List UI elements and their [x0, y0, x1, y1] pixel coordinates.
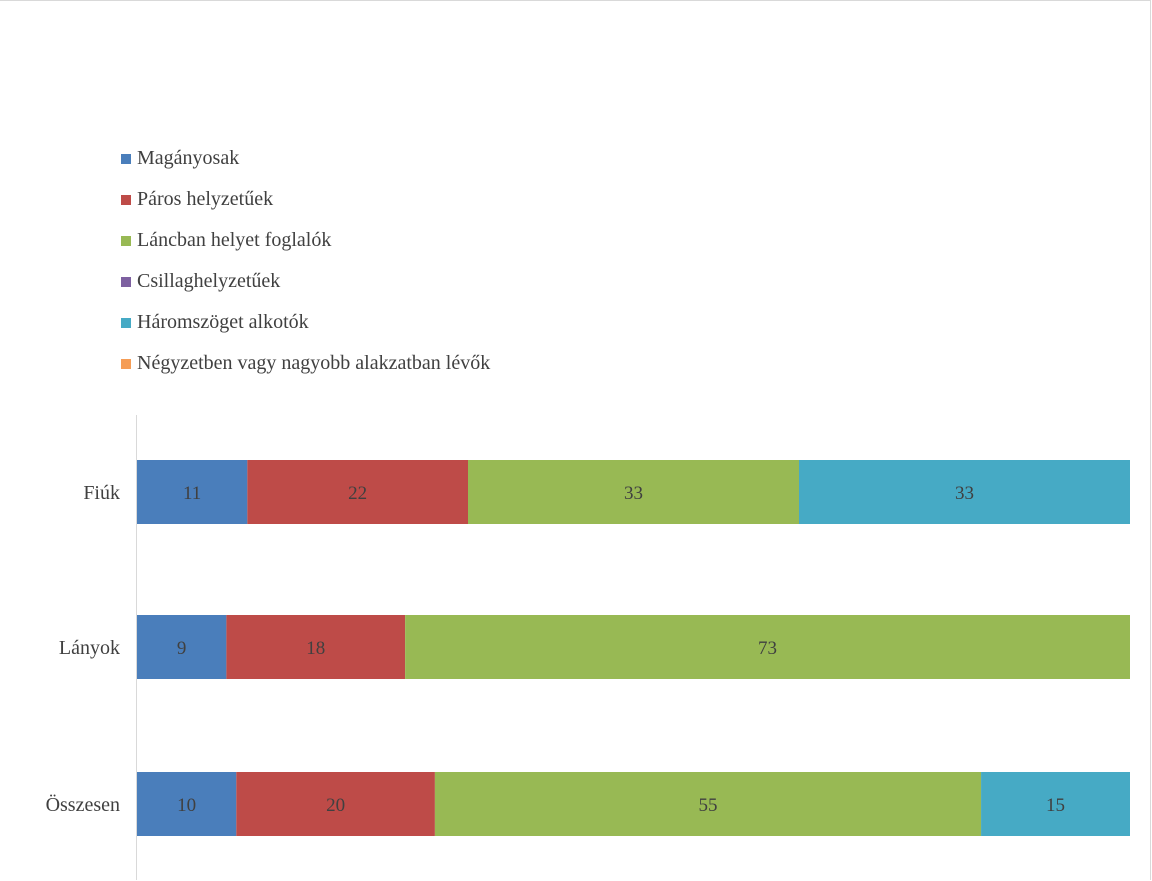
bar-segment-fiuk-maganyosak — [137, 460, 248, 524]
legend-swatch-negyzetben-vagy-nagyobb-alakzatban-levok — [121, 359, 131, 369]
data-label-fiuk-paros-helyzetuek: 22 — [348, 483, 367, 504]
legend-label-maganyosak: Magányosak — [137, 147, 239, 169]
data-label-osszesen-haromszoget-alkotok: 15 — [1046, 795, 1065, 816]
legend-swatch-lancban-helyet-foglalok — [121, 236, 131, 246]
data-label-fiuk-lancban-helyet-foglalok: 33 — [624, 483, 643, 504]
data-label-lanyok-paros-helyzetuek: 18 — [306, 638, 325, 659]
legend: Magányosak Páros helyzetűek Láncban helyet… — [121, 147, 490, 374]
data-label-lanyok-lancban-helyet-foglalok: 73 — [758, 638, 777, 659]
bar-segment-fiuk-haromszoget-alkotok — [799, 460, 1130, 524]
bar-segment-osszesen-lancban-helyet-foglalok — [434, 772, 982, 836]
legend-swatch-csillaghelyzetuek — [121, 277, 131, 287]
legend-label-csillaghelyzetuek: Csillaghelyzetűek — [137, 270, 280, 292]
bar-segment-fiuk-paros-helyzetuek — [247, 460, 468, 524]
bars: 11 22 33 33 9 18 73 10 20 55 15 — [137, 460, 1130, 836]
legend-label-paros-helyzetuek: Páros helyzetűek — [137, 188, 273, 210]
data-label-fiuk-maganyosak: 11 — [183, 483, 201, 504]
legend-swatch-haromszoget-alkotok — [121, 318, 131, 328]
category-axis: Fiúk Lányok Összesen — [46, 415, 137, 880]
bar-segment-fiuk-lancban-helyet-foglalok — [468, 460, 799, 524]
data-label-osszesen-maganyosak: 10 — [177, 795, 196, 816]
legend-label-negyzetben-vagy-nagyobb-alakzatban-levok: Négyzetben vagy nagyobb alakzatban lévők — [137, 352, 490, 374]
data-label-fiuk-haromszoget-alkotok: 33 — [955, 483, 974, 504]
bar-segment-lanyok-maganyosak — [137, 615, 227, 679]
legend-label-haromszoget-alkotok: Háromszöget alkotók — [137, 311, 309, 333]
bar-segment-lanyok-paros-helyzetuek — [226, 615, 406, 679]
category-label-fiuk: Fiúk — [83, 482, 120, 504]
bar-segment-osszesen-haromszoget-alkotok — [981, 772, 1130, 836]
data-label-osszesen-paros-helyzetuek: 20 — [326, 795, 345, 816]
bar-segment-lanyok-lancban-helyet-foglalok — [405, 615, 1130, 679]
legend-swatch-maganyosak — [121, 154, 131, 164]
bar-segment-osszesen-paros-helyzetuek — [236, 772, 435, 836]
legend-label-lancban-helyet-foglalok: Láncban helyet foglalók — [137, 229, 331, 251]
data-label-osszesen-lancban-helyet-foglalok: 55 — [698, 795, 717, 816]
legend-swatch-paros-helyzetuek — [121, 195, 131, 205]
bar-segment-osszesen-maganyosak — [137, 772, 237, 836]
data-label-lanyok-maganyosak: 9 — [177, 638, 187, 659]
category-label-lanyok: Lányok — [59, 637, 120, 659]
category-label-osszesen: Összesen — [46, 793, 120, 816]
